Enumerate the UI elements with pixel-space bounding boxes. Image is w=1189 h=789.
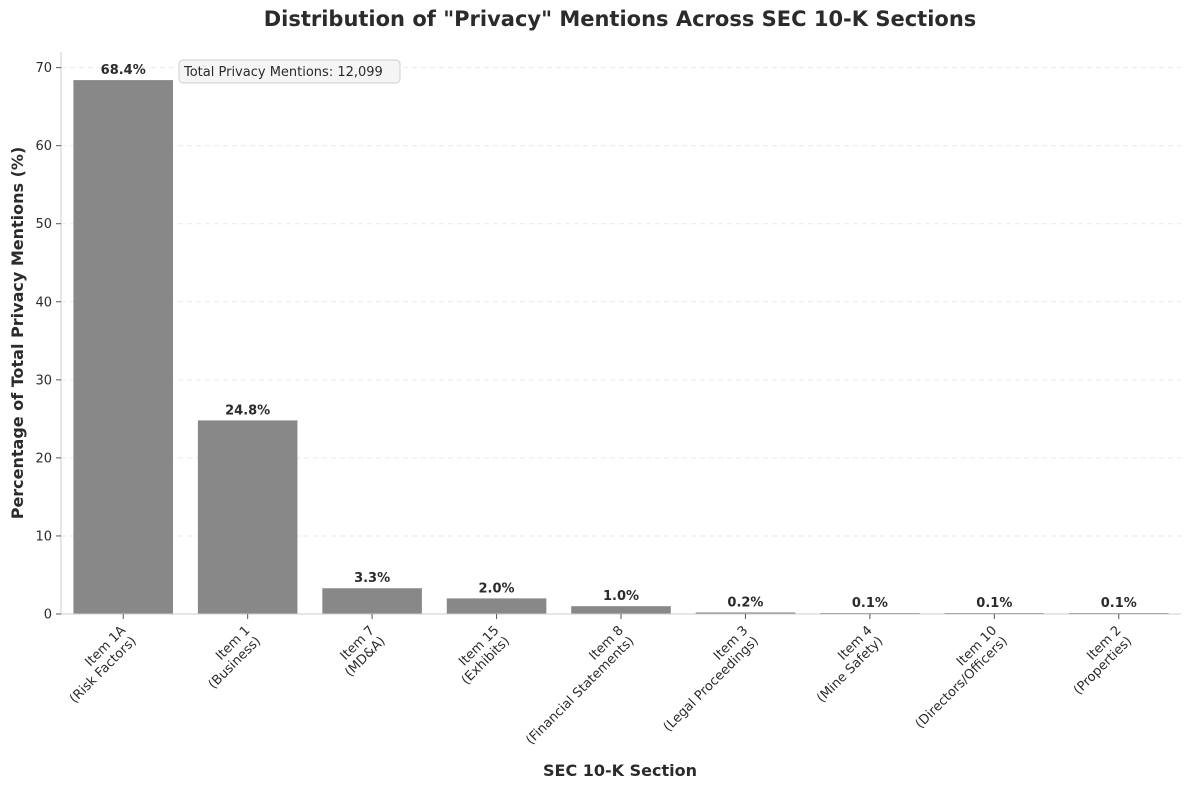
x-tick-label: Item 3(Legal Proceedings) xyxy=(650,623,762,735)
x-tick-label: Item 4(Mine Safety) xyxy=(804,623,887,706)
y-tick-label: 70 xyxy=(35,61,52,76)
y-tick-label: 50 xyxy=(35,217,52,232)
bar-value-label: 0.1% xyxy=(852,596,888,611)
bar xyxy=(571,606,671,614)
x-tick-label: Item 10(Directors/Officers) xyxy=(902,623,1011,732)
bar-value-label: 3.3% xyxy=(354,571,390,586)
total-mentions-annotation: Total Privacy Mentions: 12,099 xyxy=(178,59,401,84)
x-tick-label: Item 15(Exhibits) xyxy=(448,623,513,688)
x-axis-title: SEC 10-K Section xyxy=(543,761,697,780)
y-tick-label: 10 xyxy=(35,529,52,544)
bar-value-labels: 68.4% 24.8% 3.3% 2.0% 1.0% 0.2% 0.1% 0.1% 0.1% xyxy=(101,63,1137,611)
x-tick-label: Item 2(Properties) xyxy=(1060,623,1135,698)
bars xyxy=(73,80,1169,615)
y-tick-label: 0 xyxy=(44,608,52,623)
chart-title: Distribution of "Privacy" Mentions Acros… xyxy=(264,7,977,31)
bar-value-label: 2.0% xyxy=(479,581,515,596)
y-tick-label: 60 xyxy=(35,139,52,154)
bar-value-label: 1.0% xyxy=(603,589,639,604)
y-axis-ticks: 0 10 20 30 40 50 60 70 xyxy=(35,61,61,623)
bar xyxy=(695,612,796,614)
annotation-text: Total Privacy Mentions: 12,099 xyxy=(183,65,383,80)
bar xyxy=(73,80,173,615)
bar-value-label: 0.2% xyxy=(727,595,763,610)
y-tick-label: 20 xyxy=(35,451,52,466)
bar-value-label: 68.4% xyxy=(101,63,146,78)
x-axis-ticks: Item 1A(Risk Factors) Item 1(Business) Ite… xyxy=(56,614,1135,748)
y-axis-title: Percentage of Total Privacy Mentions (%) xyxy=(8,147,27,520)
grid xyxy=(61,67,1181,537)
bar-value-label: 0.1% xyxy=(976,596,1012,611)
x-tick-label: Item 1A(Risk Factors) xyxy=(56,623,139,706)
y-tick-label: 30 xyxy=(35,373,52,388)
x-tick-label-line: (Directors/Officers) xyxy=(913,634,1011,732)
x-tick-label: Item 1(Business) xyxy=(195,623,264,692)
bar xyxy=(197,420,298,614)
x-tick-label: Item 7(MD&A) xyxy=(332,623,389,680)
bar-value-label: 0.1% xyxy=(1101,596,1137,611)
y-tick-label: 40 xyxy=(35,295,52,310)
bar xyxy=(446,598,547,614)
bar-value-label: 24.8% xyxy=(225,403,270,418)
x-tick-label-line: (Financial Statements) xyxy=(523,634,637,748)
bar xyxy=(322,588,422,614)
x-tick-label: Item 8(Financial Statements) xyxy=(513,623,638,748)
annotation-box xyxy=(178,59,401,84)
x-tick-label-line: (Legal Proceedings) xyxy=(661,634,762,735)
